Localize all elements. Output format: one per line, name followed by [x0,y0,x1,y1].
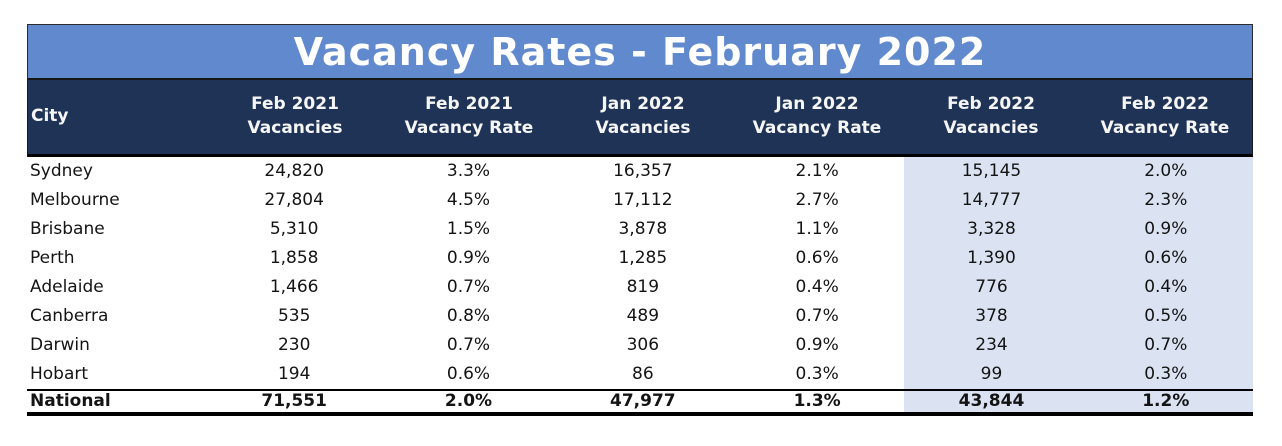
value-cell: 0.3% [795,364,839,384]
value-cell: 4.5% [446,190,491,210]
table-row: Sydney 24,820 3.3% 16,357 2.1% 15,145 2.0% [27,157,1253,186]
value-cell: 3,878 [618,219,668,239]
city-cell: National [30,391,111,411]
value-cell: 1,390 [904,244,1079,273]
value-cell: 43,844 [904,391,1079,412]
value-cell: 0.6% [1078,244,1253,273]
value-cell: 0.7% [446,335,491,355]
value-cell: 194 [277,364,311,384]
header-cell-feb2021-vacancies: Feb 2021 Vacancies [247,94,343,138]
value-cell: 1,466 [269,277,319,297]
city-cell: Darwin [30,335,90,355]
value-cell: 15,145 [904,157,1079,186]
vacancy-rates-table: Vacancy Rates - February 2022 City Feb 2… [27,24,1253,416]
table-row: Perth 1,858 0.9% 1,285 0.6% 1,390 0.6% [27,244,1253,273]
header-cell-feb2021-vacancy-rate: Feb 2021 Vacancy Rate [404,94,534,138]
city-cell: Hobart [30,364,89,384]
value-cell: 0.7% [795,306,839,326]
value-cell: 99 [904,360,1079,389]
value-cell: 776 [904,273,1079,302]
value-cell: 2.0% [1078,157,1253,186]
value-cell: 3,328 [904,215,1079,244]
value-cell: 0.9% [446,248,491,268]
value-cell: 47,977 [610,391,676,411]
value-cell: 24,820 [264,161,324,181]
table-row: Canberra 535 0.8% 489 0.7% 378 0.5% [27,302,1253,331]
value-cell: 5,310 [269,219,319,239]
table-row: Adelaide 1,466 0.7% 819 0.4% 776 0.4% [27,273,1253,302]
value-cell: 2.0% [444,391,493,411]
header-cell-feb2022-vacancy-rate: Feb 2022 Vacancy Rate [1100,94,1230,138]
value-cell: 489 [626,306,660,326]
value-cell: 535 [277,306,311,326]
value-cell: 0.8% [446,306,491,326]
value-cell: 0.4% [1078,273,1253,302]
value-cell: 1.2% [1078,391,1253,412]
value-cell: 27,804 [264,190,324,210]
value-cell: 3.3% [446,161,491,181]
value-cell: 0.7% [446,277,491,297]
city-cell: Brisbane [30,219,105,239]
value-cell: 2.1% [795,161,839,181]
table-row: Brisbane 5,310 1.5% 3,878 1.1% 3,328 0.9% [27,215,1253,244]
value-cell: 0.3% [1078,360,1253,389]
value-cell: 378 [904,302,1079,331]
value-cell: 0.6% [446,364,491,384]
table-row: Melbourne 27,804 4.5% 17,112 2.7% 14,777 2.3% [27,186,1253,215]
value-cell: 2.3% [1078,186,1253,215]
table-header-row: City Feb 2021 Vacancies Feb 2021 Vacancy… [27,80,1253,157]
value-cell: 0.4% [795,277,839,297]
table-title-bar: Vacancy Rates - February 2022 [27,24,1253,80]
total-row: National 71,551 2.0% 47,977 1.3% 43,844 1.2% [27,389,1253,416]
value-cell: 819 [626,277,660,297]
value-cell: 16,357 [613,161,673,181]
value-cell: 1.5% [446,219,491,239]
value-cell: 1.1% [795,219,839,239]
table-row: Darwin 230 0.7% 306 0.9% 234 0.7% [27,331,1253,360]
city-cell: Sydney [30,161,93,181]
table-title: Vacancy Rates - February 2022 [293,29,987,74]
value-cell: 234 [904,331,1079,360]
table-body: Sydney 24,820 3.3% 16,357 2.1% 15,145 2.0% Melb… [27,157,1253,416]
city-cell: Adelaide [30,277,104,297]
city-cell: Perth [30,248,75,268]
value-cell: 86 [632,364,654,384]
value-cell: 2.7% [795,190,839,210]
value-cell: 17,112 [613,190,673,210]
value-cell: 1.3% [793,391,841,411]
value-cell: 1,858 [269,248,319,268]
header-cell-jan2022-vacancy-rate: Jan 2022 Vacancy Rate [752,94,882,138]
city-cell: Melbourne [30,190,120,210]
header-cell-feb2022-vacancies: Feb 2022 Vacancies [943,94,1039,138]
header-cell-jan2022-vacancies: Jan 2022 Vacancies [595,94,691,138]
value-cell: 0.9% [795,335,839,355]
table-row: Hobart 194 0.6% 86 0.3% 99 0.3% [27,360,1253,389]
value-cell: 0.9% [1078,215,1253,244]
value-cell: 1,285 [618,248,668,268]
value-cell: 0.6% [795,248,839,268]
value-cell: 0.5% [1078,302,1253,331]
value-cell: 14,777 [904,186,1079,215]
header-cell-city: City [31,106,69,127]
value-cell: 0.7% [1078,331,1253,360]
city-cell: Canberra [30,306,109,326]
value-cell: 71,551 [261,391,327,411]
value-cell: 230 [277,335,311,355]
value-cell: 306 [626,335,660,355]
